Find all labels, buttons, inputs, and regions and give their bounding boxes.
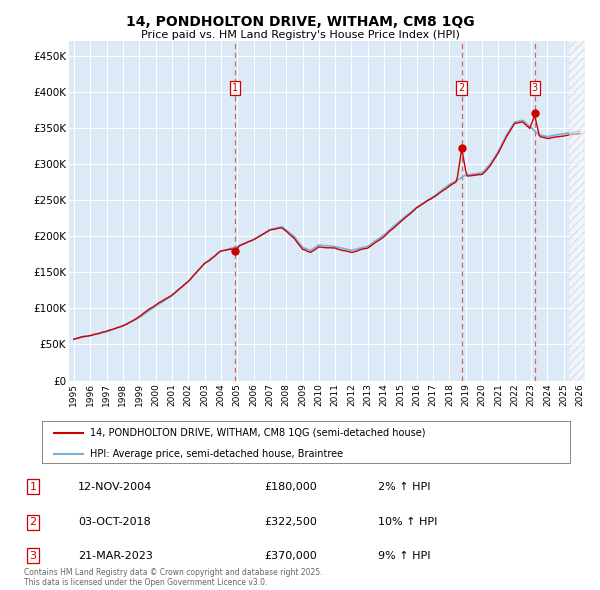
Text: 2% ↑ HPI: 2% ↑ HPI [378, 482, 431, 491]
Text: 14, PONDHOLTON DRIVE, WITHAM, CM8 1QG: 14, PONDHOLTON DRIVE, WITHAM, CM8 1QG [125, 15, 475, 29]
Text: 2: 2 [458, 83, 465, 93]
Text: 14, PONDHOLTON DRIVE, WITHAM, CM8 1QG (semi-detached house): 14, PONDHOLTON DRIVE, WITHAM, CM8 1QG (s… [89, 428, 425, 438]
Text: 9% ↑ HPI: 9% ↑ HPI [378, 551, 431, 560]
Text: 12-NOV-2004: 12-NOV-2004 [78, 482, 152, 491]
Text: Contains HM Land Registry data © Crown copyright and database right 2025.
This d: Contains HM Land Registry data © Crown c… [24, 568, 323, 587]
Text: 3: 3 [532, 83, 538, 93]
Text: £180,000: £180,000 [264, 482, 317, 491]
Text: 1: 1 [232, 83, 238, 93]
Text: £322,500: £322,500 [264, 517, 317, 527]
Text: 21-MAR-2023: 21-MAR-2023 [78, 551, 153, 560]
Text: 2: 2 [29, 517, 37, 527]
Text: HPI: Average price, semi-detached house, Braintree: HPI: Average price, semi-detached house,… [89, 449, 343, 459]
Text: Price paid vs. HM Land Registry's House Price Index (HPI): Price paid vs. HM Land Registry's House … [140, 30, 460, 40]
Text: 03-OCT-2018: 03-OCT-2018 [78, 517, 151, 527]
Text: 10% ↑ HPI: 10% ↑ HPI [378, 517, 437, 527]
Text: 3: 3 [29, 551, 37, 560]
Text: £370,000: £370,000 [264, 551, 317, 560]
Text: 1: 1 [29, 482, 37, 491]
